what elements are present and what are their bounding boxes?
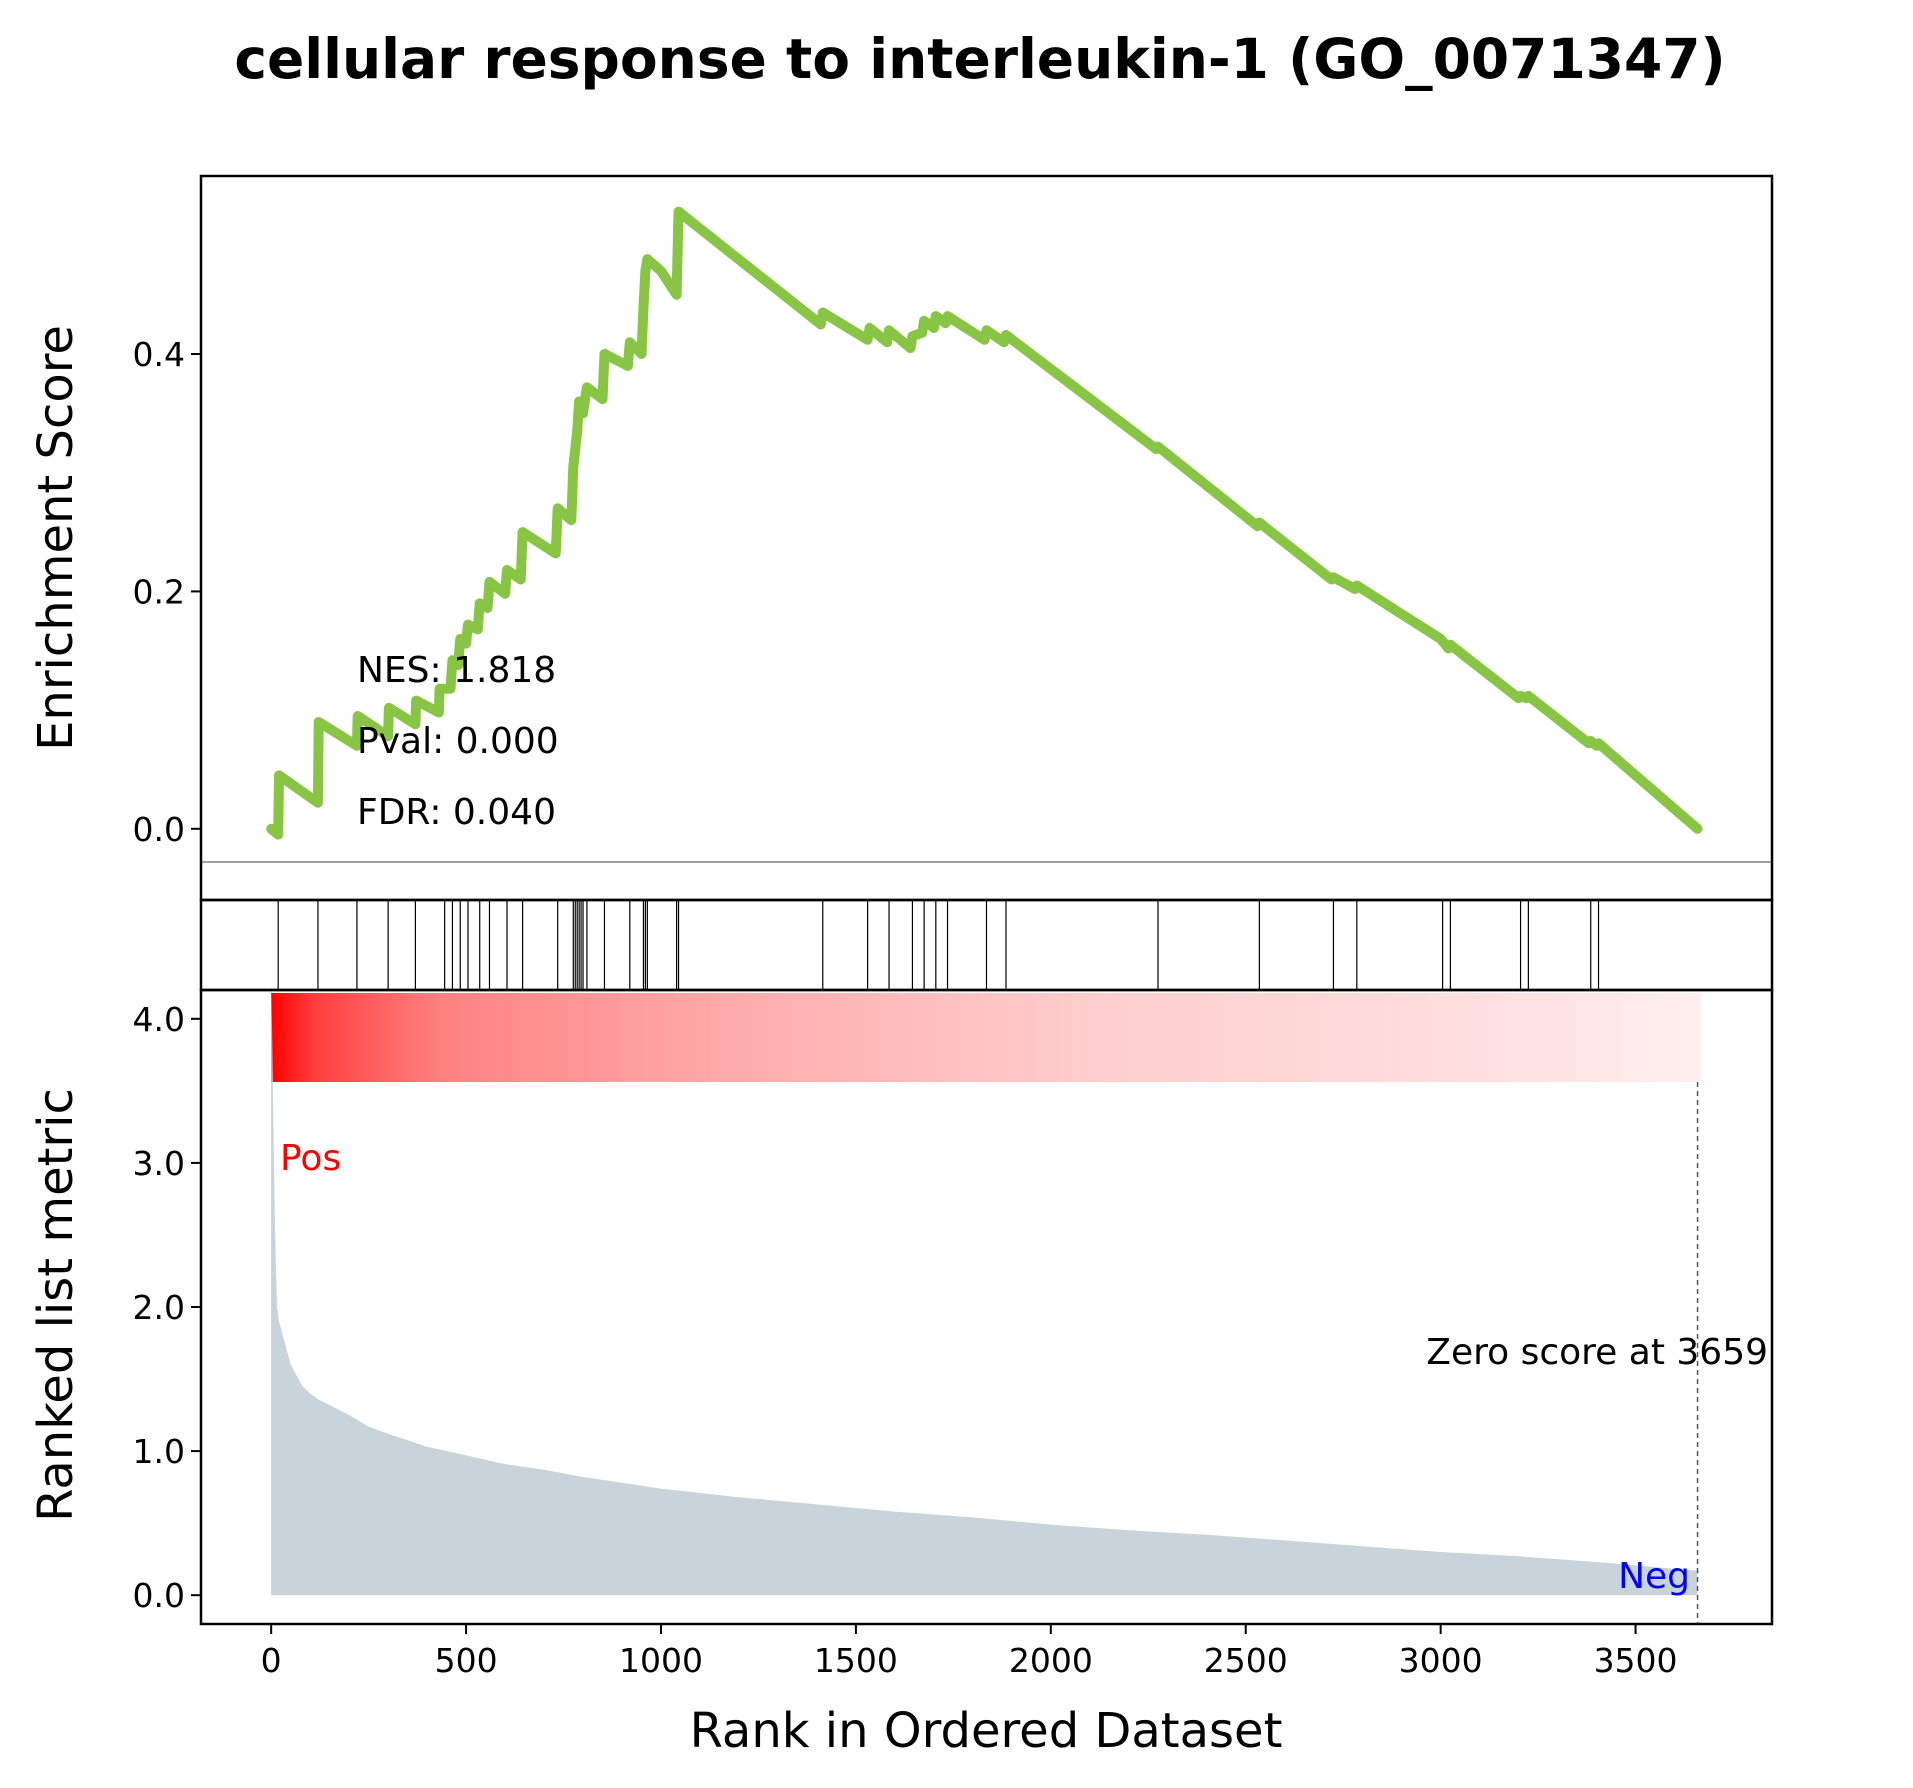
- es-tick-label: 0.2: [133, 572, 185, 611]
- x-tick-label: 2500: [1204, 1641, 1288, 1680]
- es-tick-label: 0.4: [133, 335, 185, 374]
- pos-label: Pos: [280, 1138, 341, 1179]
- running-es-path: [266, 206, 1703, 840]
- x-tick-label: 3500: [1594, 1641, 1678, 1680]
- x-axis-ticks: 0 500 1000 1500 2000 2500 3000 3500: [261, 1624, 1678, 1680]
- x-tick-label: 3000: [1399, 1641, 1483, 1680]
- x-tick-label: 0: [261, 1641, 282, 1680]
- metric-tick-label: 0.0: [133, 1576, 185, 1615]
- x-tick-label: 2000: [1009, 1641, 1093, 1680]
- fdr-label: FDR: 0.040: [357, 792, 556, 833]
- metric-tick-label: 1.0: [133, 1432, 185, 1471]
- metric-panel-frame: [199, 988, 1774, 1626]
- hit-markers: [277, 900, 1600, 990]
- chart-title: cellular response to interleukin-1 (GO_0…: [234, 27, 1725, 91]
- zero-score-label: Zero score at 3659: [1426, 1332, 1768, 1373]
- x-tick-label: 1500: [814, 1641, 898, 1680]
- es-tick-label: 0.0: [133, 810, 185, 849]
- x-axis-label: Rank in Ordered Dataset: [690, 1703, 1283, 1759]
- metric-tick-label: 3.0: [133, 1144, 185, 1183]
- gene-hits-panel: [199, 898, 1774, 992]
- es-y-axis-label: Enrichment Score: [28, 325, 84, 751]
- metric-y-axis-label: Ranked list metric: [28, 1088, 84, 1522]
- es-y-ticks: 0.0 0.2 0.4: [133, 335, 201, 849]
- rank-color-bar: [271, 993, 1701, 1082]
- enrichment-score-panel: 0.0 0.2 0.4 NES: 1.818 Pval: 0.000 FDR: 0.…: [133, 174, 1774, 902]
- metric-tick-label: 2.0: [133, 1288, 185, 1327]
- x-tick-label: 1000: [619, 1641, 703, 1680]
- ranked-metric-area: [271, 975, 1698, 1596]
- metric-y-ticks: 0.0 1.0 2.0 3.0 4.0: [133, 1000, 201, 1615]
- ranked-metric-panel: 0.0 1.0 2.0 3.0 4.0 Pos Neg Zero score at 36…: [133, 975, 1774, 1626]
- running-es-line: [266, 206, 1703, 840]
- x-tick-label: 500: [435, 1641, 498, 1680]
- pval-label: Pval: 0.000: [357, 721, 559, 762]
- nes-label: NES: 1.818: [357, 650, 556, 691]
- metric-tick-label: 4.0: [133, 1000, 185, 1039]
- neg-label: Neg: [1618, 1556, 1690, 1597]
